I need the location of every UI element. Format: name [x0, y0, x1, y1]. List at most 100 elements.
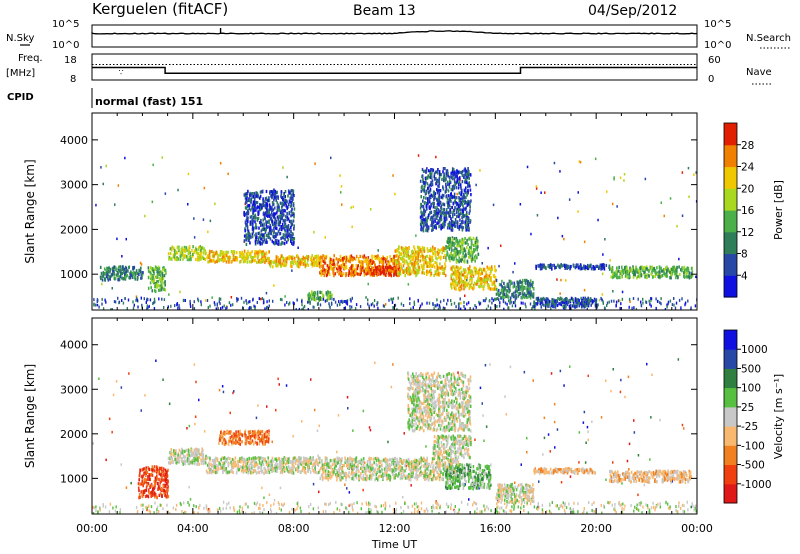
echo-cell	[253, 200, 255, 204]
echo-cell	[444, 262, 446, 266]
echo-cell	[253, 206, 256, 210]
echo-cell	[168, 257, 170, 261]
echo-cell	[478, 269, 480, 273]
echo-cell	[469, 279, 471, 283]
y-tick-label: 1000	[60, 268, 88, 281]
echo-cell	[277, 239, 280, 243]
near-range-echo	[458, 306, 460, 310]
echo-cell	[246, 222, 248, 226]
echo-cell	[104, 272, 106, 276]
echo-cell	[532, 280, 534, 285]
near-range-echo	[245, 299, 247, 303]
echo-cell	[266, 234, 268, 238]
near-range-echo	[438, 304, 441, 308]
echo-cell	[245, 238, 247, 242]
echo-cell	[404, 250, 407, 254]
echo-cell	[332, 270, 334, 274]
echo-cell	[105, 271, 107, 275]
echo-cell	[257, 260, 260, 264]
echo-cell	[243, 249, 246, 253]
echo-cell	[317, 254, 319, 258]
echo-cell	[423, 201, 426, 205]
echo-cell	[544, 300, 547, 304]
echo-cell	[364, 259, 366, 264]
echo-cell	[469, 284, 471, 288]
echo-cell	[151, 267, 154, 271]
scatter-echo	[532, 379, 534, 382]
echo-cell	[284, 195, 286, 199]
echo-cell	[621, 275, 623, 279]
echo-cell	[407, 267, 410, 271]
echo-cell	[289, 264, 292, 268]
echo-cell	[446, 250, 448, 254]
near-range-echo	[502, 300, 505, 304]
echo-cell	[365, 266, 368, 271]
echo-cell	[199, 251, 202, 256]
echo-cell	[159, 284, 162, 288]
echo-cell	[519, 286, 522, 291]
echo-cell	[363, 254, 366, 258]
near-range-echo	[531, 307, 533, 310]
echo-cell	[455, 239, 458, 243]
echo-cell	[234, 258, 236, 262]
echo-cell	[451, 254, 454, 258]
echo-cell	[470, 193, 472, 197]
scatter-echo	[92, 442, 94, 445]
echo-cell	[626, 275, 629, 280]
echo-cell	[285, 260, 288, 264]
echo-cell	[289, 236, 292, 241]
echo-cell	[450, 193, 452, 197]
echo-cell	[528, 291, 530, 295]
echo-cell	[458, 275, 460, 279]
echo-cell	[626, 269, 628, 273]
echo-cell	[454, 282, 456, 286]
echo-cell	[628, 271, 630, 276]
echo-cell	[511, 292, 513, 297]
echo-cell	[462, 194, 464, 198]
echo-cell	[156, 267, 158, 271]
echo-cell	[413, 245, 415, 249]
echo-cell	[423, 262, 425, 266]
echo-cell	[436, 264, 439, 268]
scatter-echo	[140, 409, 142, 412]
echo-cell	[447, 240, 449, 244]
echo-cell	[406, 247, 408, 251]
echo-cell	[403, 253, 405, 257]
echo-cell	[114, 277, 117, 281]
echo-cell	[439, 201, 441, 205]
echo-cell	[433, 202, 435, 206]
echo-cell	[466, 259, 469, 263]
echo-cell	[429, 217, 432, 221]
echo-cell	[101, 274, 103, 278]
echo-cell	[362, 266, 364, 270]
nsky-label: N.Sky	[6, 33, 34, 44]
echo-cell	[422, 226, 424, 230]
echo-cell	[575, 263, 578, 267]
echo-cell	[596, 264, 599, 268]
echo-cell	[362, 264, 364, 268]
echo-cell	[187, 252, 190, 256]
echo-cell	[369, 259, 372, 263]
echo-cell	[292, 202, 295, 206]
echo-cell	[422, 188, 424, 192]
echo-cell	[462, 220, 464, 224]
echo-cell	[324, 271, 326, 275]
echo-cell	[276, 190, 278, 194]
echo-cell	[282, 225, 284, 229]
near-range-echo	[284, 303, 286, 307]
echo-cell	[268, 211, 270, 215]
near-range-echo	[655, 306, 657, 310]
echo-cell	[260, 218, 262, 223]
near-range-echo	[508, 299, 510, 303]
echo-cell	[665, 273, 667, 277]
echo-cell	[529, 287, 531, 291]
near-range-echo	[184, 299, 186, 302]
scatter-echo	[530, 232, 532, 236]
echo-cell	[577, 263, 579, 267]
echo-cell	[464, 254, 466, 258]
echo-cell	[188, 247, 190, 251]
echo-cell	[441, 271, 444, 275]
near-range-echo	[371, 302, 374, 306]
echo-cell	[466, 240, 468, 245]
echo-cell	[490, 276, 492, 280]
